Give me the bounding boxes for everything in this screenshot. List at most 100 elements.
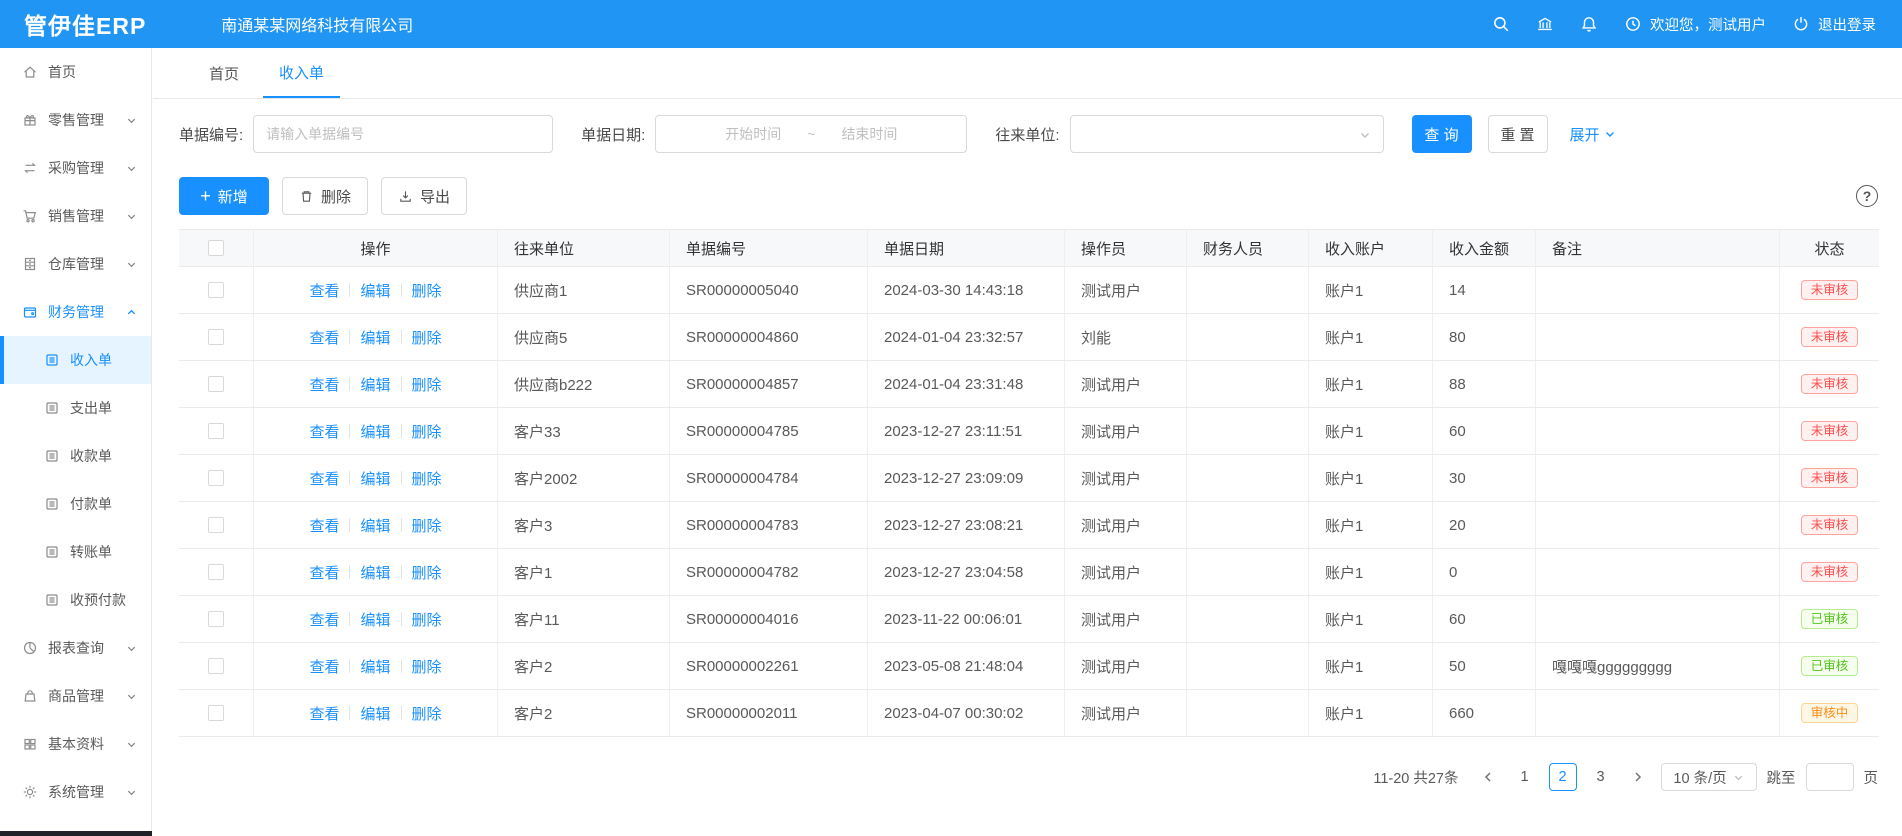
search-button[interactable]: 查 询 [1411,115,1472,153]
reset-button[interactable]: 重置 [1487,115,1548,153]
view-link[interactable]: 查看 [309,611,340,629]
delete-link[interactable]: 删除 [411,564,442,582]
page-button-2-current[interactable]: 2 [1548,763,1577,791]
sidebar-item-label: 零售管理 [48,112,104,128]
view-link[interactable]: 查看 [309,329,340,347]
row-checkbox[interactable] [208,423,224,439]
tab-home[interactable]: 首页 [193,48,255,98]
edit-link[interactable]: 编辑 [360,282,391,300]
row-checkbox[interactable] [208,517,224,533]
edit-link[interactable]: 编辑 [360,517,391,535]
next-page-button[interactable] [1625,763,1651,791]
delete-link[interactable]: 删除 [411,611,442,629]
row-checkbox[interactable] [208,282,224,298]
view-link[interactable]: 查看 [309,705,340,723]
tab-income-bill[interactable]: 收入单 [263,48,341,98]
sidebar-item-system[interactable]: 系统管理 [0,768,151,816]
cell-account: 账户1 [1309,267,1433,313]
view-link[interactable]: 查看 [309,470,340,488]
edit-link[interactable]: 编辑 [360,658,391,676]
edit-link[interactable]: 编辑 [360,705,391,723]
header-status: 状态 [1814,240,1845,258]
sidebar-item-receipt-bill[interactable]: 收款单 [0,432,151,480]
sidebar-item-purchase[interactable]: 采购管理 [0,144,151,192]
select-all-checkbox[interactable] [208,240,224,256]
cell-operator: 测试用户 [1065,643,1187,689]
bill-no-input[interactable] [253,115,554,153]
delete-link[interactable]: 删除 [411,282,442,300]
edit-link[interactable]: 编辑 [360,376,391,394]
row-checkbox[interactable] [208,611,224,627]
sidebar-item-retail[interactable]: 零售管理 [0,96,151,144]
delete-link[interactable]: 删除 [411,705,442,723]
view-link[interactable]: 查看 [309,376,340,394]
sidebar-item-label: 报表查询 [48,640,104,656]
delete-link[interactable]: 删除 [411,423,442,441]
header-account: 收入账户 [1309,230,1433,266]
cell-account: 账户1 [1309,643,1433,689]
row-checkbox[interactable] [208,658,224,674]
row-checkbox[interactable] [208,329,224,345]
view-link[interactable]: 查看 [309,282,340,300]
view-link[interactable]: 查看 [309,658,340,676]
view-link[interactable]: 查看 [309,564,340,582]
tab-label: 收入单 [279,64,325,82]
row-checkbox[interactable] [208,470,224,486]
cell-operator: 测试用户 [1065,267,1187,313]
sidebar-item-payment-bill[interactable]: 付款单 [0,480,151,528]
help-icon[interactable]: ? [1856,185,1878,207]
bank-icon[interactable] [1536,15,1554,33]
sidebar-item-finance[interactable]: 财务管理 [0,288,151,336]
row-checkbox[interactable] [208,564,224,580]
sidebar-item-basic-data[interactable]: 基本资料 [0,720,151,768]
sidebar-item-home[interactable]: 首页 [0,48,151,96]
delete-link[interactable]: 删除 [411,376,442,394]
sidebar-collapse-bar[interactable] [0,831,152,836]
document-icon [46,594,58,606]
page-button-3[interactable]: 3 [1596,769,1605,785]
cell-amount: 14 [1433,267,1536,313]
sidebar-item-sales[interactable]: 销售管理 [0,192,151,240]
edit-link[interactable]: 编辑 [360,611,391,629]
chevron-down-icon [1605,132,1614,137]
sidebar-item-advance-receipt[interactable]: 收预付款 [0,576,151,624]
edit-link[interactable]: 编辑 [360,329,391,347]
expand-filters-link[interactable]: 展开 [1570,124,1616,145]
bell-icon[interactable] [1580,15,1598,33]
sidebar-item-transfer-bill[interactable]: 转账单 [0,528,151,576]
sidebar-item-reports[interactable]: 报表查询 [0,624,151,672]
header-amount: 收入金额 [1433,230,1536,266]
delete-link[interactable]: 删除 [411,470,442,488]
edit-link[interactable]: 编辑 [360,470,391,488]
row-checkbox[interactable] [208,705,224,721]
delete-button[interactable]: 删除 [282,177,368,215]
view-link[interactable]: 查看 [309,423,340,441]
jump-page-input[interactable] [1805,763,1854,791]
page-button-1[interactable]: 1 [1520,769,1529,785]
partner-select[interactable] [1069,115,1384,153]
sidebar-item-warehouse[interactable]: 仓库管理 [0,240,151,288]
sidebar-item-expense-bill[interactable]: 支出单 [0,384,151,432]
edit-link[interactable]: 编辑 [360,423,391,441]
cell-account: 账户1 [1309,455,1433,501]
sidebar-item-income-bill[interactable]: 收入单 [0,336,151,384]
view-link[interactable]: 查看 [309,517,340,535]
cell-amount: 60 [1433,596,1536,642]
add-button[interactable]: + 新增 [179,177,269,215]
table-row: 查看 编辑 删除 供应商b222 SR00000004857 2024-01-04 … [179,361,1879,408]
cell-account: 账户1 [1309,361,1433,407]
delete-link[interactable]: 删除 [411,658,442,676]
search-icon[interactable] [1492,15,1510,33]
edit-link[interactable]: 编辑 [360,564,391,582]
logout-button[interactable]: 退出登录 [1792,14,1876,35]
delete-link[interactable]: 删除 [411,517,442,535]
page-size-select[interactable]: 10 条/页 [1660,763,1757,791]
delete-link[interactable]: 删除 [411,329,442,347]
sidebar-item-goods[interactable]: 商品管理 [0,672,151,720]
row-checkbox[interactable] [208,376,224,392]
export-button[interactable]: 导出 [381,177,467,215]
welcome-user[interactable]: 欢迎您，测试用户 [1624,14,1766,35]
date-range-picker[interactable]: 开始时间 ~ 结束时间 [655,115,968,153]
prev-page-button[interactable] [1475,763,1501,791]
cell-bill-date: 2023-12-27 23:04:58 [868,549,1065,595]
